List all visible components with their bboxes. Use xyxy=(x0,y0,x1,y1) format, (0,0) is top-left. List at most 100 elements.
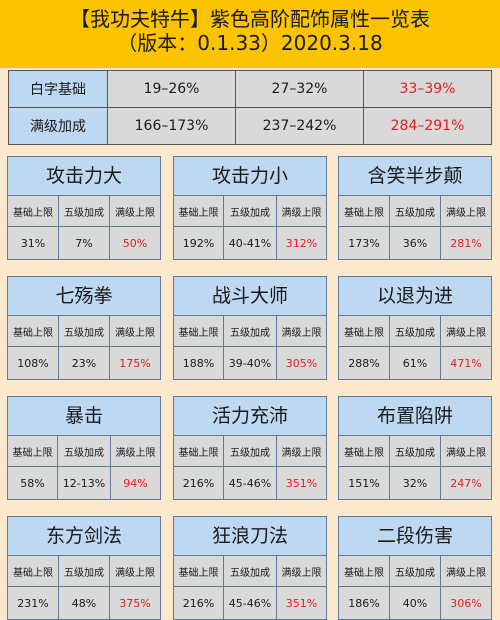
value-cell: 175% xyxy=(119,356,151,370)
value-row: 31% 7% 50% xyxy=(8,226,160,259)
value-row: 151% 32% 247% xyxy=(339,466,491,499)
attribute-card: 狂浪刀法 基础上限 五级加成 满级上限 216% 45-46% 351% xyxy=(173,516,327,620)
column-header: 满级上限 xyxy=(109,316,160,347)
summary-cell: 33–39% xyxy=(363,70,492,108)
attribute-name: 攻击力小 xyxy=(174,157,326,196)
value-row: 173% 36% 281% xyxy=(339,226,491,259)
summary-row-label: 满级加成 xyxy=(8,107,108,145)
attribute-card: 活力充沛 基础上限 五级加成 满级上限 216% 45-46% 351% xyxy=(173,396,327,500)
value-cell: 216% xyxy=(174,466,224,499)
value-row: 58% 12-13% 94% xyxy=(8,466,160,499)
attribute-card: 以退为进 基础上限 五级加成 满级上限 288% 61% 471% xyxy=(338,276,492,380)
value-row: 192% 40-41% 312% xyxy=(174,226,326,259)
attribute-card: 攻击力大 基础上限 五级加成 满级上限 31% 7% 50% xyxy=(7,156,161,260)
attribute-name: 活力充沛 xyxy=(174,397,326,436)
column-header: 五级加成 xyxy=(389,436,442,467)
column-header: 满级上限 xyxy=(109,196,160,227)
summary-cell: 284–291% xyxy=(363,107,492,145)
value-cell: 288% xyxy=(339,346,390,379)
value-cell: 216% xyxy=(174,586,224,619)
column-header: 基础上限 xyxy=(339,196,390,227)
column-header: 满级上限 xyxy=(440,556,491,587)
column-header: 五级加成 xyxy=(223,196,278,227)
value-cell: 48% xyxy=(58,586,111,619)
column-header: 满级上限 xyxy=(440,316,491,347)
value-cell: 45-46% xyxy=(223,466,278,499)
value-cell: 40% xyxy=(389,586,442,619)
page-title: 【我功夫特牛】紫色高阶配饰属性一览表 （版本：0.1.33）2020.3.18 xyxy=(0,0,500,68)
value-cell: 375% xyxy=(119,596,151,610)
column-header-row: 基础上限 五级加成 满级上限 xyxy=(8,196,160,227)
column-header: 五级加成 xyxy=(58,556,111,587)
column-header: 五级加成 xyxy=(389,316,442,347)
value-cell: 151% xyxy=(339,466,390,499)
value-cell: 36% xyxy=(389,226,442,259)
column-header-row: 基础上限 五级加成 满级上限 xyxy=(8,556,160,587)
column-header: 五级加成 xyxy=(389,556,442,587)
summary-row: 满级加成 166–173% 237–242% 284–291% xyxy=(8,107,492,145)
attribute-card: 东方剑法 基础上限 五级加成 满级上限 231% 48% 375% xyxy=(7,516,161,620)
column-header-row: 基础上限 五级加成 满级上限 xyxy=(8,436,160,467)
summary-table: 白字基础 19–26% 27–32% 33–39% 满级加成 166–173% … xyxy=(8,70,492,145)
attribute-card: 暴击 基础上限 五级加成 满级上限 58% 12-13% 94% xyxy=(7,396,161,500)
attribute-card: 布置陷阱 基础上限 五级加成 满级上限 151% 32% 247% xyxy=(338,396,492,500)
value-cell: 192% xyxy=(174,226,224,259)
column-header: 五级加成 xyxy=(58,316,111,347)
value-cell: 23% xyxy=(58,346,111,379)
column-header: 五级加成 xyxy=(223,316,278,347)
attribute-name: 东方剑法 xyxy=(8,517,160,556)
value-row: 186% 40% 306% xyxy=(339,586,491,619)
column-header-row: 基础上限 五级加成 满级上限 xyxy=(339,556,491,587)
column-header: 满级上限 xyxy=(440,436,491,467)
value-row: 231% 48% 375% xyxy=(8,586,160,619)
column-header: 满级上限 xyxy=(110,436,160,467)
column-header-row: 基础上限 五级加成 满级上限 xyxy=(339,436,491,467)
attribute-name: 二段伤害 xyxy=(339,517,491,556)
value-row: 108% 23% 175% xyxy=(8,346,160,379)
column-header: 基础上限 xyxy=(174,316,224,347)
value-cell: 40-41% xyxy=(223,226,278,259)
value-cell: 58% xyxy=(8,466,58,499)
column-header: 基础上限 xyxy=(174,196,224,227)
attribute-card: 含笑半步颠 基础上限 五级加成 满级上限 173% 36% 281% xyxy=(338,156,492,260)
attribute-card: 七殇拳 基础上限 五级加成 满级上限 108% 23% 175% xyxy=(7,276,161,380)
value-cell: 61% xyxy=(389,346,442,379)
column-header: 基础上限 xyxy=(174,556,224,587)
value-cell: 305% xyxy=(285,356,318,370)
column-header: 满级上限 xyxy=(276,436,326,467)
value-cell: 351% xyxy=(285,596,318,610)
value-cell: 471% xyxy=(450,356,482,370)
column-header-row: 基础上限 五级加成 满级上限 xyxy=(174,316,326,347)
attribute-name: 含笑半步颠 xyxy=(339,157,491,196)
summary-cell: 27–32% xyxy=(235,70,364,108)
column-header: 基础上限 xyxy=(8,556,59,587)
column-header: 基础上限 xyxy=(339,436,390,467)
column-header: 满级上限 xyxy=(440,196,491,227)
summary-row: 白字基础 19–26% 27–32% 33–39% xyxy=(8,70,492,108)
value-cell: 39-40% xyxy=(223,346,278,379)
column-header-row: 基础上限 五级加成 满级上限 xyxy=(339,196,491,227)
column-header: 五级加成 xyxy=(223,436,278,467)
column-header: 满级上限 xyxy=(276,316,326,347)
value-cell: 281% xyxy=(450,236,482,250)
value-cell: 12-13% xyxy=(57,466,112,499)
column-header: 基础上限 xyxy=(8,436,58,467)
value-cell: 247% xyxy=(450,476,482,490)
column-header-row: 基础上限 五级加成 满级上限 xyxy=(8,316,160,347)
column-header: 基础上限 xyxy=(339,556,390,587)
summary-cell: 237–242% xyxy=(235,107,364,145)
title-line-1: 【我功夫特牛】紫色高阶配饰属性一览表 xyxy=(70,7,430,31)
value-cell: 306% xyxy=(450,596,482,610)
summary-cell: 19–26% xyxy=(107,70,236,108)
value-row: 188% 39-40% 305% xyxy=(174,346,326,379)
title-line-2: （版本：0.1.33）2020.3.18 xyxy=(117,31,383,55)
value-cell: 173% xyxy=(339,226,390,259)
column-header: 满级上限 xyxy=(276,196,326,227)
value-cell: 50% xyxy=(122,236,148,250)
column-header: 基础上限 xyxy=(8,316,59,347)
attribute-name: 狂浪刀法 xyxy=(174,517,326,556)
attribute-card: 二段伤害 基础上限 五级加成 满级上限 186% 40% 306% xyxy=(338,516,492,620)
value-cell: 108% xyxy=(8,346,59,379)
column-header-row: 基础上限 五级加成 满级上限 xyxy=(174,436,326,467)
column-header-row: 基础上限 五级加成 满级上限 xyxy=(339,316,491,347)
